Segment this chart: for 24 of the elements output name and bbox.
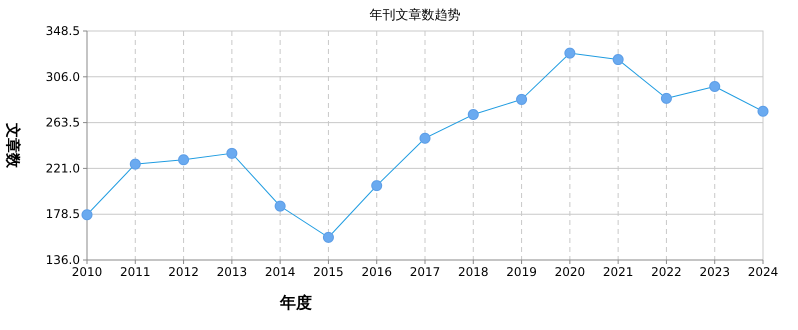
y-axis-title: 文章数 [4,122,22,169]
chart-title: 年刊文章数趋势 [370,8,460,23]
x-tick-label: 2024 [748,265,778,279]
x-tick-label: 2018 [458,265,489,279]
x-tick-label: 2021 [602,265,634,279]
x-tick-label: 2016 [361,265,392,279]
y-tick-label: 263.5 [46,116,80,130]
y-tick-label: 306.0 [46,70,80,84]
x-tick-label: 2019 [506,265,537,279]
y-tick-label: 348.5 [46,24,80,38]
x-tick-label: 2013 [216,265,248,279]
x-tick-label: 2011 [120,265,151,279]
x-tick-label: 2010 [72,265,102,279]
x-tick-label: 2020 [554,265,586,279]
x-axis-title: 年度 [279,293,312,312]
y-tick-label: 136.0 [46,253,80,267]
x-tick-label: 2017 [410,265,440,279]
x-tick-label: 2014 [264,265,296,279]
x-tick-label: 2015 [313,265,344,279]
x-tick-label: 2023 [699,265,730,279]
x-tick-label: 2012 [168,265,199,279]
x-tick-label: 2022 [651,265,682,279]
y-tick-label: 221.0 [46,161,80,176]
y-tick-label: 178.5 [46,207,80,222]
